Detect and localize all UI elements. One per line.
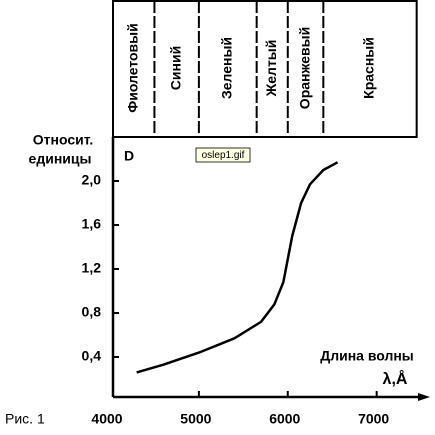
band-label: Зеленый [218,37,234,99]
y-tick-label: 1,2 [82,260,102,276]
x-tick-label: 5000 [180,411,211,427]
band-box [112,0,418,138]
band-label: Оранжевый [296,27,312,109]
x-axis-arrow [418,393,430,401]
data-line [136,161,339,374]
x-tick-label: 6000 [269,411,300,427]
y-axis-label: единицы [29,151,92,167]
x-axis-label: Длина волны [320,348,414,364]
band-label: Синий [167,46,183,90]
x-tick-label: 4000 [91,411,122,427]
y-tick-label: 2,0 [82,172,102,188]
file-tooltip [195,147,251,163]
y-tick-label: 0,4 [82,348,102,364]
band-label: Красный [361,37,377,99]
band-label: Фиолетовый [124,23,140,112]
annotation: D [124,148,134,164]
file-label: oslep1.gif [202,150,245,161]
band-label: Желтый [263,40,279,98]
x-tick-label: 7000 [358,411,389,427]
x-axis-unit: λ,Å [383,369,408,388]
figure-label: Рис. 1 [5,411,45,427]
y-tick-label: 0,8 [82,304,102,320]
y-axis-label: Относит. [33,132,93,148]
y-tick-label: 1,6 [82,216,102,232]
